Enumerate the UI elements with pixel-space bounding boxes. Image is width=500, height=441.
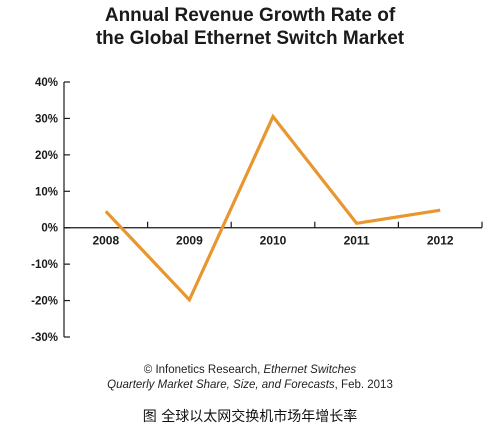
source-line-2-plain: , Feb. 2013: [334, 379, 393, 391]
y-tick-label: -20%: [31, 296, 58, 308]
x-tick-label: 2010: [260, 234, 287, 248]
chart-title-line-1: Annual Revenue Growth Rate of: [104, 5, 396, 26]
chart-title-line-2: the Global Ethernet Switch Market: [95, 28, 405, 49]
y-tick-label: 0%: [41, 223, 58, 235]
source-line-1-plain: © Infonetics Research,: [143, 364, 264, 376]
source-note: © Infonetics Research, Ethernet Switches…: [0, 363, 500, 393]
y-tick-label: 30%: [35, 113, 58, 125]
x-tick-label: 2012: [427, 234, 454, 248]
y-tick-label: 40%: [35, 77, 58, 89]
y-tick-label: 20%: [35, 150, 58, 162]
source-line-1-italic: Ethernet Switches: [263, 364, 357, 376]
y-tick-label: -30%: [31, 332, 58, 344]
series-line: [104, 113, 441, 303]
y-tick-label: -10%: [31, 259, 58, 271]
figure-caption: 图 全球以太网交换机市场年增长率: [142, 409, 358, 425]
x-tick-label: 2008: [92, 234, 119, 248]
x-tick-label: 2009: [176, 234, 203, 248]
source-line-2-italic: Quarterly Market Share, Size, and Foreca…: [107, 379, 335, 391]
y-tick-label: 10%: [35, 186, 58, 198]
x-tick-label: 2011: [344, 234, 370, 248]
chart-title: Annual Revenue Growth Rate of the Global…: [0, 4, 500, 50]
